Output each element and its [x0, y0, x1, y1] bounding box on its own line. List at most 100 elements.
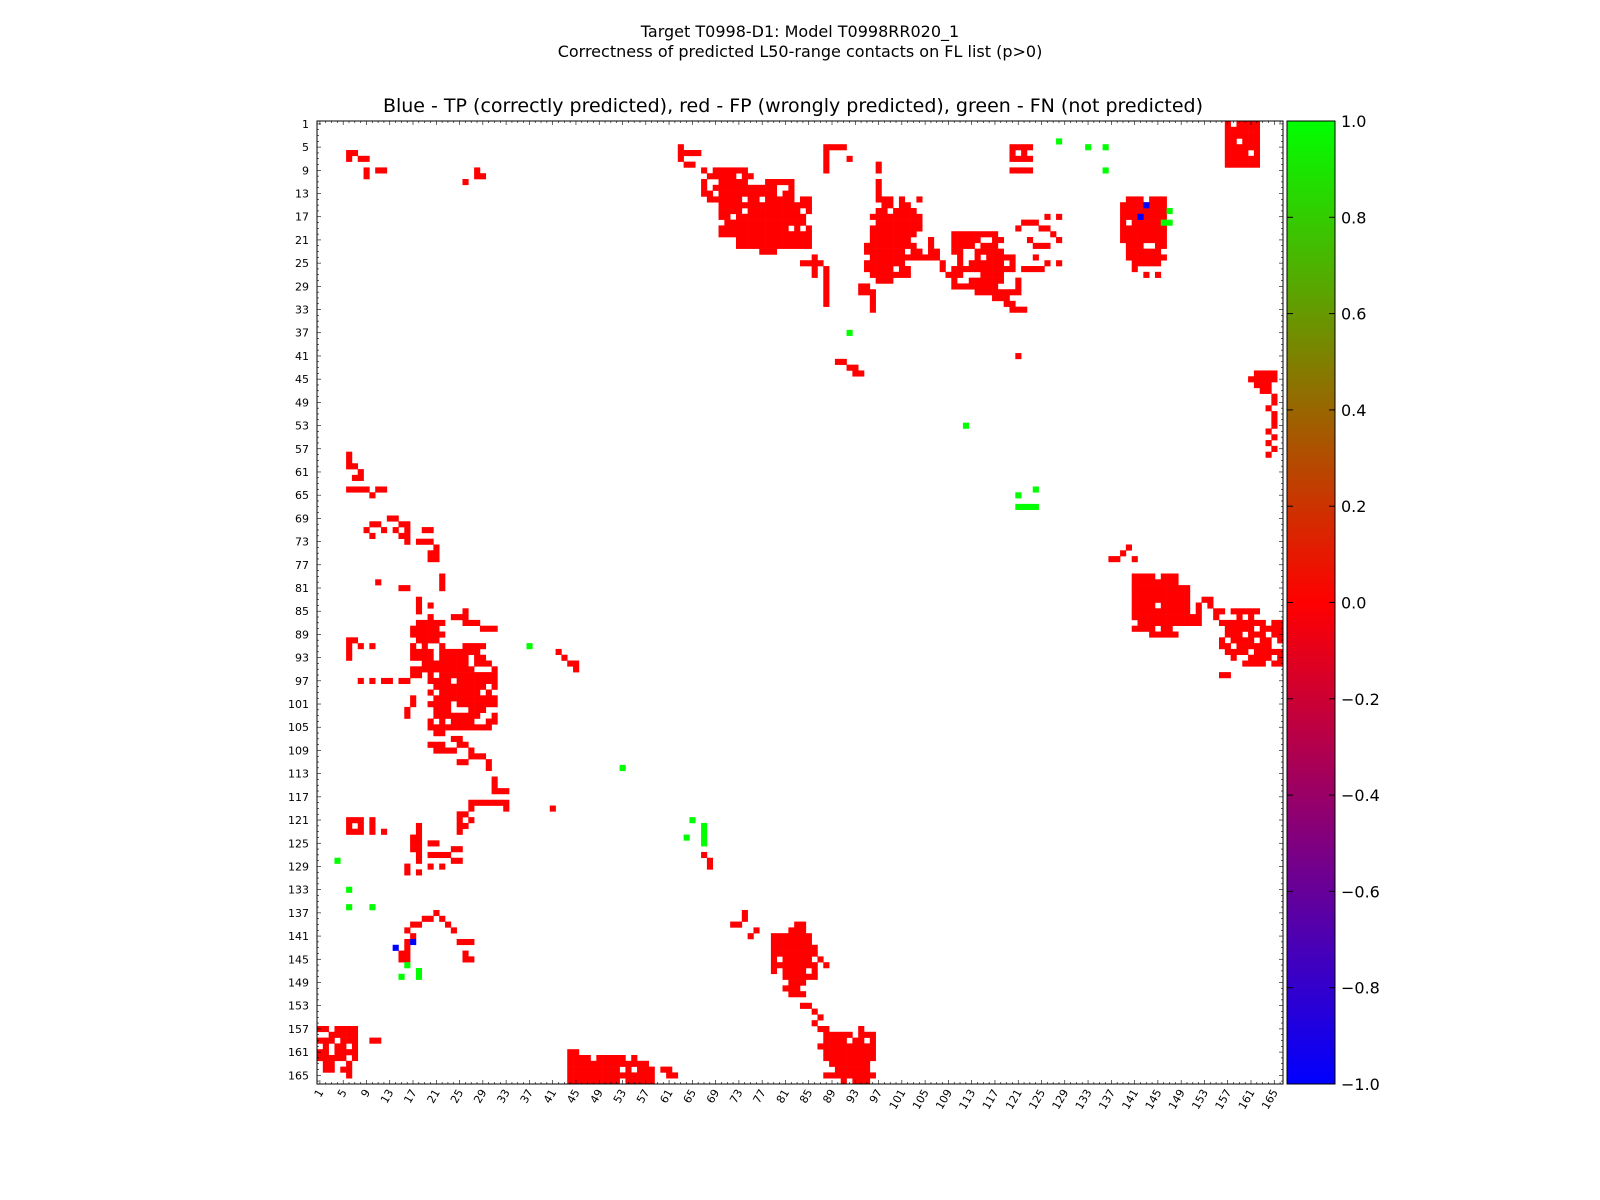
- fp-contact: [351, 486, 359, 493]
- fp-contact: [450, 666, 457, 673]
- fp-contact: [794, 979, 801, 986]
- fp-contact: [1015, 225, 1022, 232]
- fp-contact: [427, 851, 434, 859]
- fp-contact: [1195, 608, 1202, 615]
- fp-contact: [415, 851, 423, 859]
- fp-contact: [974, 277, 981, 284]
- x-tick-label: 17: [401, 1087, 419, 1106]
- fp-contact: [829, 1043, 836, 1050]
- fp-contact: [1003, 289, 1010, 296]
- fp-contact: [805, 260, 812, 267]
- fp-contact: [1003, 295, 1010, 302]
- fp-contact: [788, 933, 795, 940]
- fp-contact: [433, 712, 440, 719]
- fp-contact: [910, 254, 917, 261]
- fp-contact: [648, 1072, 655, 1079]
- fp-contact: [759, 213, 766, 220]
- fp-contact: [805, 208, 812, 215]
- fp-contact: [1015, 277, 1022, 284]
- fp-contact: [706, 190, 714, 197]
- fp-contact: [724, 184, 731, 191]
- fp-contact: [770, 944, 778, 951]
- fp-contact: [427, 556, 434, 563]
- fp-contact: [456, 817, 463, 824]
- fp-contact: [346, 1031, 353, 1038]
- fp-contact: [1184, 619, 1191, 626]
- fp-contact: [846, 1060, 853, 1067]
- fp-contact: [1236, 121, 1243, 128]
- fp-contact: [730, 231, 737, 238]
- colorbar-tick-label: −0.2: [1341, 690, 1380, 709]
- fp-contact: [1201, 596, 1208, 603]
- x-tick-label: 65: [681, 1087, 699, 1106]
- fp-contact: [712, 196, 719, 203]
- fp-contact: [474, 648, 481, 656]
- fp-contact: [415, 672, 423, 679]
- fp-contact: [1248, 631, 1255, 638]
- fp-contact: [351, 474, 359, 481]
- fp-contact: [351, 1037, 359, 1044]
- colorbar-tick-label: 0.6: [1341, 305, 1366, 324]
- fp-contact: [1143, 254, 1150, 261]
- fp-contact: [433, 631, 440, 638]
- fp-contact: [898, 237, 906, 244]
- fp-contact: [858, 1043, 865, 1050]
- fp-contact: [805, 202, 812, 209]
- fp-contact: [1154, 631, 1162, 638]
- fp-contact: [1224, 155, 1231, 162]
- fp-contact: [904, 202, 911, 209]
- fp-contact: [770, 938, 778, 946]
- fp-contact: [788, 967, 795, 975]
- fp-contact: [753, 202, 760, 209]
- tp-contact: [410, 938, 417, 946]
- fp-contact: [1224, 648, 1231, 656]
- fp-contact: [735, 190, 743, 197]
- fp-contact: [770, 231, 778, 238]
- fp-contact: [462, 724, 469, 731]
- fp-contact: [817, 1043, 824, 1050]
- fp-contact: [1044, 225, 1051, 232]
- fp-contact: [706, 196, 714, 203]
- fp-contact: [351, 1049, 359, 1056]
- contact-cells: [317, 121, 1284, 1085]
- fp-contact: [701, 851, 708, 859]
- x-tick-label: 45: [564, 1087, 582, 1106]
- fp-contact: [1248, 126, 1255, 133]
- fp-contact: [730, 190, 737, 197]
- fp-contact: [1149, 196, 1156, 203]
- fp-contact: [735, 242, 743, 249]
- fp-contact: [1009, 306, 1016, 313]
- fp-contact: [823, 167, 830, 174]
- fp-contact: [753, 242, 760, 249]
- fp-contact: [875, 237, 882, 244]
- fp-contact: [864, 1043, 871, 1050]
- fp-contact: [770, 196, 778, 203]
- fp-contact: [800, 950, 807, 957]
- fp-contact: [1253, 654, 1261, 661]
- fp-contact: [898, 266, 906, 273]
- fp-contact: [456, 654, 463, 661]
- fp-contact: [1253, 132, 1261, 139]
- fp-contact: [573, 660, 580, 667]
- fp-contact: [898, 213, 906, 220]
- fp-contact: [794, 921, 801, 928]
- axis-ticks: 1155991313171721212525292933333737414145…: [288, 118, 1283, 1112]
- fp-contact: [1149, 596, 1156, 603]
- fp-contact: [782, 938, 789, 946]
- fn-contact: [334, 857, 341, 864]
- fp-contact: [1253, 648, 1261, 656]
- fp-contact: [369, 1037, 376, 1044]
- fp-contact: [468, 753, 475, 760]
- fp-contact: [549, 805, 556, 812]
- fp-contact: [1271, 434, 1278, 441]
- fp-contact: [1143, 208, 1150, 215]
- fp-contact: [1131, 573, 1138, 580]
- fp-contact: [1131, 237, 1138, 244]
- fp-contact: [1230, 637, 1237, 644]
- fp-contact: [357, 677, 364, 685]
- fp-contact: [1253, 144, 1261, 151]
- fp-contact: [445, 712, 452, 719]
- fp-contact: [701, 184, 708, 191]
- fp-contact: [800, 933, 807, 940]
- colorbar-tick-label: 0.2: [1341, 497, 1366, 516]
